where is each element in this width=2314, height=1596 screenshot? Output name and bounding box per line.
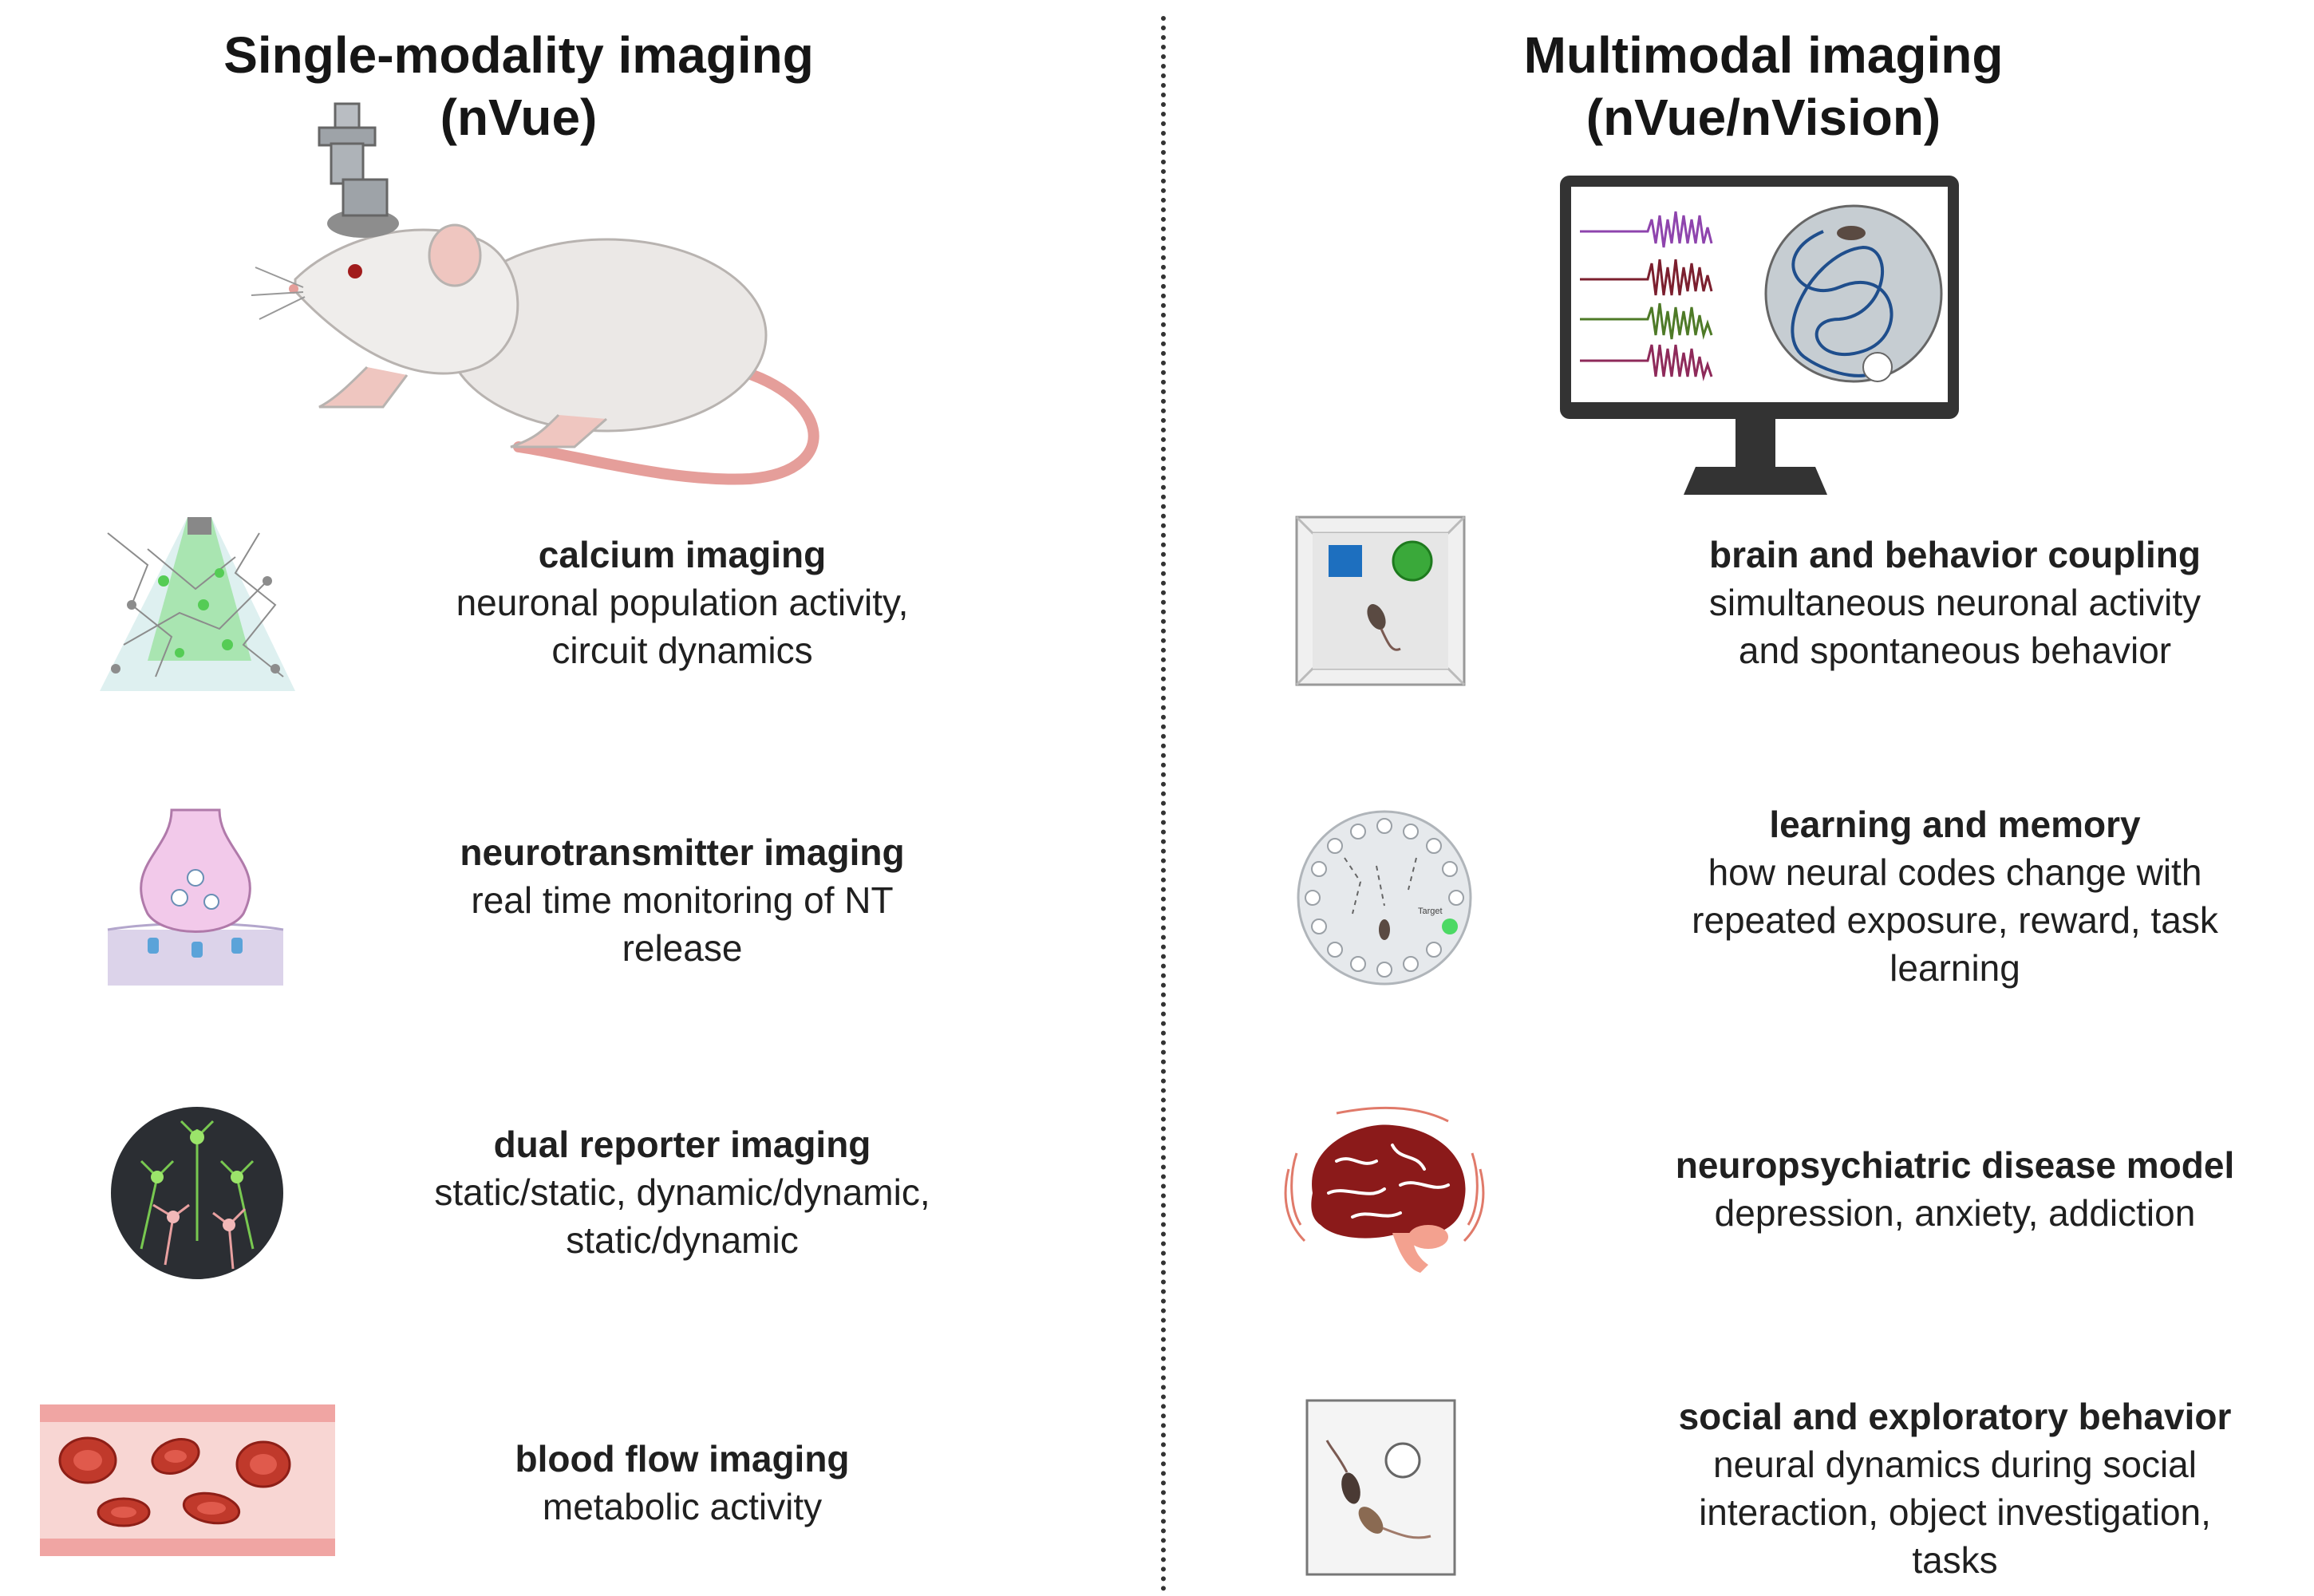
blood-vessel-icon — [40, 1404, 335, 1556]
neuropsychiatric-disease-text: neuropsychiatric disease model depressio… — [1636, 1141, 2274, 1237]
rat-with-microscope-icon — [251, 102, 819, 485]
synapse-icon — [107, 808, 284, 986]
social-arena-icon — [1305, 1399, 1456, 1576]
maze-target-label: Target — [1418, 907, 1443, 916]
dual-reporter-imaging-text: dual reporter imaging static/static, dyn… — [351, 1120, 1013, 1264]
barnes-maze-icon: Target — [1297, 810, 1472, 986]
item-description: neural dynamics during social interactio… — [1699, 1444, 2211, 1581]
item-description: metabolic activity — [542, 1486, 823, 1527]
dual-neurons-icon — [111, 1107, 283, 1279]
item-description: depression, anxiety, addiction — [1714, 1192, 2196, 1234]
brain-icon — [1284, 1106, 1485, 1273]
open-field-arena-icon — [1295, 516, 1466, 686]
calcium-imaging-icon — [100, 517, 295, 691]
left-column-title: Single-modality imaging (nVue) — [120, 24, 918, 148]
item-title: social and exploratory behavior — [1678, 1396, 2232, 1437]
item-title: brain and behavior coupling — [1709, 534, 2201, 575]
item-description: neuronal population activity, circuit dy… — [456, 582, 909, 671]
social-exploratory-text: social and exploratory behavior neural d… — [1636, 1393, 2274, 1584]
item-description: real time monitoring of NT release — [471, 879, 894, 969]
learning-memory-text: learning and memory how neural codes cha… — [1636, 800, 2274, 992]
item-description: how neural codes change with repeated ex… — [1692, 851, 2218, 989]
item-title: learning and memory — [1769, 804, 2141, 845]
item-title: calcium imaging — [538, 534, 827, 575]
left-title-line2: (nVue) — [440, 89, 598, 146]
calcium-imaging-text: calcium imaging neuronal population acti… — [383, 531, 981, 674]
neurotransmitter-imaging-text: neurotransmitter imaging real time monit… — [383, 828, 981, 972]
monitor-with-traces-icon — [1560, 176, 1959, 495]
item-description: static/static, dynamic/dynamic, static/d… — [434, 1171, 930, 1261]
item-description: simultaneous neuronal activity and spont… — [1708, 582, 2201, 671]
item-title: blood flow imaging — [515, 1438, 850, 1479]
left-title-line1: Single-modality imaging — [223, 26, 814, 84]
item-title: neuropsychiatric disease model — [1675, 1144, 2235, 1186]
right-title-line2: (nVue/nVision) — [1585, 89, 1941, 146]
item-title: neurotransmitter imaging — [460, 832, 905, 873]
blood-flow-imaging-text: blood flow imaging metabolic activity — [383, 1435, 981, 1531]
item-title: dual reporter imaging — [493, 1124, 871, 1165]
right-title-line1: Multimodal imaging — [1523, 26, 2004, 84]
brain-behavior-coupling-text: brain and behavior coupling simultaneous… — [1636, 531, 2274, 674]
right-column-title: Multimodal imaging (nVue/nVision) — [1364, 24, 2162, 148]
column-divider — [1161, 16, 1166, 1592]
